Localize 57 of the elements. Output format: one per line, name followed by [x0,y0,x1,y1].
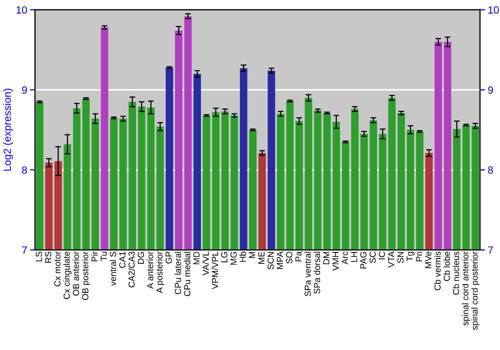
x-tick-label: SCN [268,252,274,270]
x-tick-label: Cx motor [54,251,61,286]
x-tick-label: LH [351,252,358,262]
x-tick-label: ventral S [110,252,116,286]
x-tick-label: MPA [276,251,283,269]
x-tick-label: spinal cord posterior [471,251,480,330]
x-tick-label: SC [370,252,376,264]
y2-tick-label: 8 [488,166,493,174]
y2-tick-label: 7 [488,246,493,254]
x-tick-label: SO [286,252,292,264]
x-tick-label: Cb vermis [434,252,441,290]
x-tick-label: Pn [416,252,422,262]
x-tick-label: Pa [295,251,302,262]
x-tick-label: SPa dorsal [314,252,320,294]
x-tick-label: SN [397,252,404,264]
x-tick-label: Pir [91,251,98,262]
x-tick-label: SPa ventral [304,252,311,296]
x-tick-label: IC [378,252,386,260]
x-tick-label: Cb lobe [443,252,450,281]
x-tick-label: LG [221,252,228,262]
x-tick-label: MG [230,252,237,265]
x-tick-label: A posterior [156,251,164,294]
y-tick-label: 10 [16,6,27,14]
x-tick-label: DM [323,252,330,264]
y-tick-label: 9 [22,86,27,94]
x-tick-label: ME [258,252,264,264]
x-tick-label: VMH [332,252,339,271]
x-tick-label: Tu [100,252,107,261]
x-tick-label: GP [166,252,172,264]
x-tick-label: M [249,252,256,258]
x-tick-label: Hb [240,252,246,262]
x-tick-label: Cx cingulate [63,252,72,299]
x-tick-label: A anterior [146,251,154,289]
x-tick-label: CA1 [119,252,126,268]
x-tick-label: Tg [406,252,415,262]
x-tick-label: VPM/VPL [212,252,218,290]
x-tick-label: spinal cord anterior [462,251,470,326]
x-tick-label: PAG [360,252,366,268]
x-tick-label: MD [193,252,200,264]
x-tick-label: OB anterior [72,251,80,296]
y2-tick-label: 10 [488,6,499,14]
y-tick-label: 7 [22,246,27,254]
x-tick-label: Arc [342,252,348,264]
x-tick-label: CPu medial [184,252,190,296]
x-tick-label: VA/VL [202,252,209,276]
y-tick-label: 8 [22,166,27,174]
x-tick-label: MVe [425,252,432,268]
y-axis-title: Log2 (expression) [3,88,13,171]
x-tick-label: LS [36,252,42,262]
x-tick-label: VTA [388,251,394,268]
x-tick-label: DG [138,252,144,264]
x-tick-label: CPu lateral [174,252,182,294]
x-tick-label: OB posterior [82,251,90,300]
x-tick-label: RS [45,252,52,263]
x-tick-label: CA2/CA3 [128,252,135,288]
y2-tick-label: 9 [488,86,493,94]
x-tick-label: Cb nucleus [452,252,460,295]
